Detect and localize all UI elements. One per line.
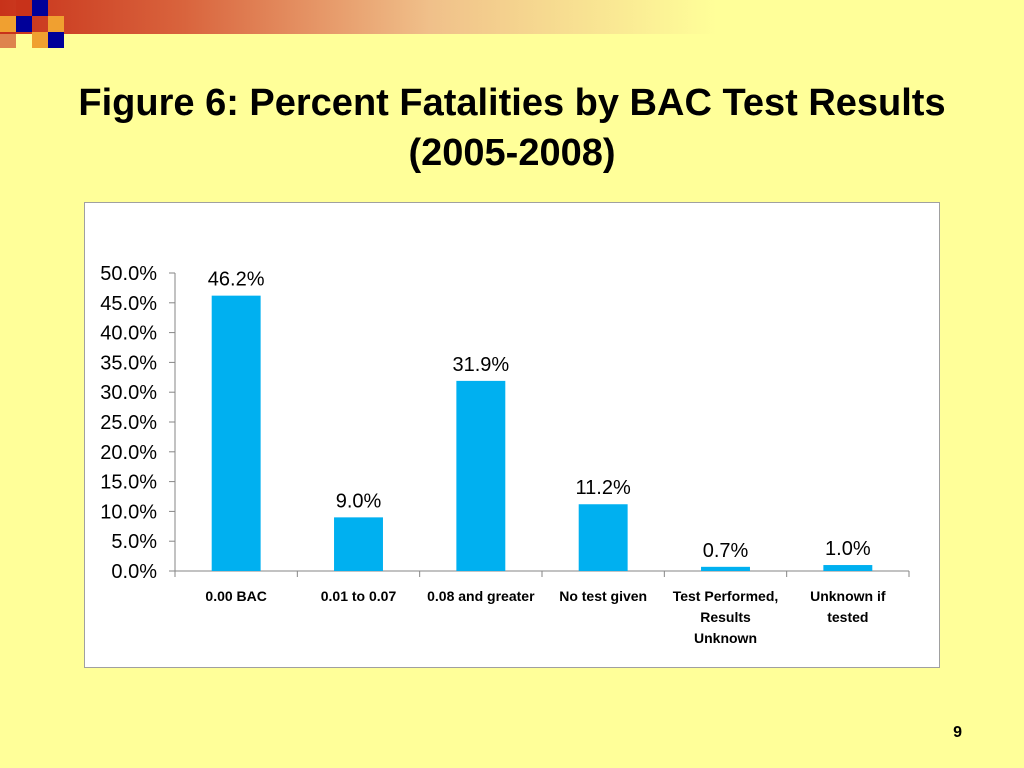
bar [334,517,383,571]
data-label: 46.2% [208,269,265,291]
y-tick-label: 40.0% [100,323,157,345]
y-tick-label: 35.0% [100,352,157,374]
bar [211,295,261,571]
slide-title: Figure 6: Percent Fatalities by BAC Test… [40,78,984,178]
y-tick-label: 10.0% [100,501,157,523]
bar [456,380,506,571]
x-tick-label: Unknown if tested [810,588,886,625]
deco-square-red [16,0,32,16]
chart-area: 0.0% 5.0% 10.0% 15.0% 20.0% 25.0% 30.0% 35.0% 40… [84,202,940,668]
y-tick-label: 50.0% [100,263,157,285]
y-tick-label: 30.0% [100,382,157,404]
deco-square-orange [48,16,64,32]
y-tick-label: 0.0% [111,561,157,583]
bar [823,565,873,571]
y-tick-label: 5.0% [111,531,157,553]
deco-square-orange [32,32,48,48]
x-tick-label: No test given [559,588,647,604]
x-tick-label: 0.00 BAC [205,588,266,604]
y-tick-label: 15.0% [100,472,157,494]
deco-square-navy [48,32,64,48]
bar-chart: 0.0% 5.0% 10.0% 15.0% 20.0% 25.0% 30.0% 35.0% 40… [100,263,910,646]
bar [701,566,750,571]
data-label: 0.7% [703,540,749,562]
data-label: 1.0% [825,538,871,560]
data-label: 31.9% [452,354,509,376]
deco-square-red [0,32,16,48]
deco-square-navy [16,16,32,32]
data-label: 11.2% [576,477,631,499]
y-tick-label: 45.0% [100,293,157,315]
y-tick-label: 25.0% [100,412,157,434]
x-tick-label: 0.08 and greater [427,588,535,604]
deco-square-navy [32,0,48,16]
slide-title-line-1: Figure 6: Percent Fatalities by BAC Test… [78,82,946,124]
bar [578,504,628,571]
x-tick-label: 0.01 to 0.07 [321,588,397,604]
deco-square-orange [0,16,16,32]
slide-title-line-2: (2005-2008) [408,132,616,174]
header-gradient-band [0,0,1024,34]
y-tick-label: 20.0% [100,442,157,464]
data-label: 9.0% [336,490,382,512]
page-number: 9 [953,724,962,741]
x-tick-label: Test Performed, Results Unknown [673,588,779,646]
